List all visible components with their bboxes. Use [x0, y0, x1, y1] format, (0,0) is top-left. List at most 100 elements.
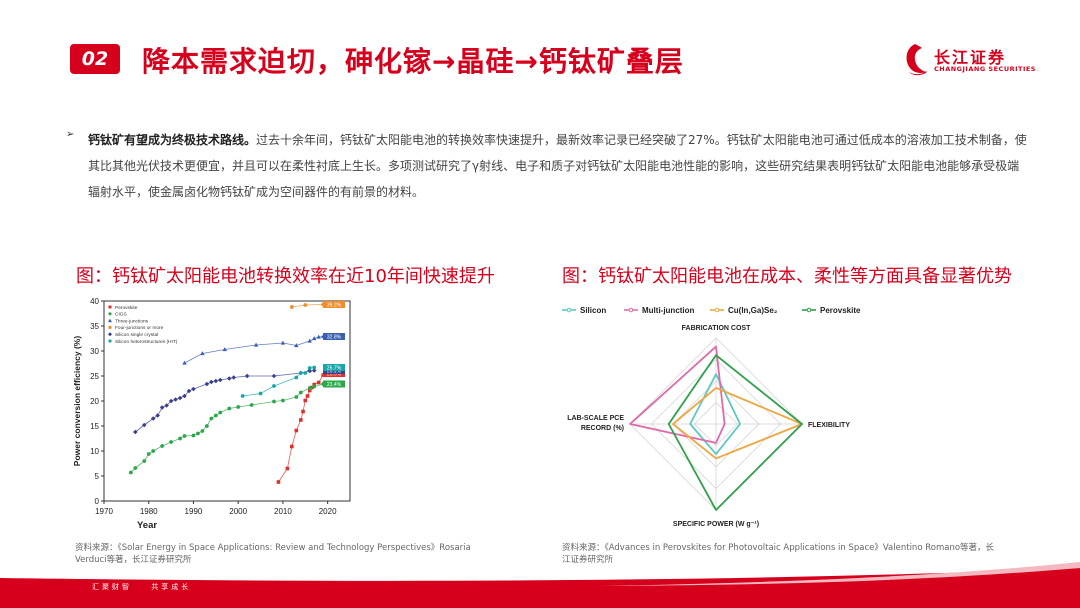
data-point	[159, 405, 165, 410]
legend-marker	[714, 307, 720, 313]
data-point	[305, 394, 310, 398]
data-point	[272, 399, 276, 404]
data-point	[281, 398, 285, 403]
data-point	[169, 440, 173, 444]
x-tick-label: 2000	[229, 507, 247, 516]
data-point	[298, 390, 303, 395]
data-point	[168, 398, 174, 404]
data-point	[142, 459, 147, 463]
footer-slogan: 汇聚财智 共享成长	[92, 582, 205, 592]
paragraph-lead: 钙钛矿有望成为终极技术路线。	[88, 133, 257, 147]
series-value-label: 39.2%	[327, 303, 342, 309]
data-point	[177, 395, 183, 401]
data-point	[298, 371, 303, 375]
legend-label: Silicon single crystal	[115, 332, 158, 338]
series-value-badge	[323, 364, 345, 371]
series-value-badge	[323, 333, 345, 340]
data-point	[285, 466, 290, 471]
data-point	[209, 379, 214, 385]
legend-marker	[566, 307, 572, 313]
data-point	[209, 416, 214, 421]
data-point	[240, 394, 245, 398]
legend-label: Multi-junction	[642, 306, 695, 315]
x-axis-label: Year	[137, 520, 157, 531]
data-point	[178, 436, 182, 441]
data-point	[191, 433, 196, 438]
series-4: 26.1%	[133, 367, 345, 435]
data-point	[289, 305, 294, 309]
series-line	[278, 373, 328, 483]
data-point	[280, 340, 286, 345]
data-point	[312, 365, 317, 370]
data-point	[312, 336, 317, 341]
data-point	[312, 382, 317, 387]
efficiency-chart-panel: 1970 1980 1990 2000 2010 2020 0 5 10 15 20 25 30 35 40…	[68, 293, 378, 533]
legend-marker	[108, 332, 112, 337]
company-logo: 长江证券 CHANGJIANG SECURITIES	[900, 42, 1036, 78]
legend-label: Four-junctions or more	[115, 325, 164, 331]
data-point	[141, 422, 147, 428]
legend-label: Perovskite	[820, 306, 861, 315]
axis-label-top: FABRICATION COST	[682, 325, 751, 332]
data-point	[160, 444, 165, 448]
series-value-label: 25.5%	[327, 372, 342, 378]
series-value-badge	[323, 380, 345, 388]
logo-emblem-icon	[906, 44, 927, 76]
y-tick-label: 40	[90, 297, 99, 306]
y-tick-label: 35	[90, 322, 99, 331]
data-point	[301, 409, 305, 414]
data-point	[222, 347, 227, 352]
axis-label-left-line2: RECORD (%)	[581, 425, 624, 432]
data-point	[253, 342, 259, 347]
radar-series-0	[689, 373, 741, 456]
logo-text-cn: 长江证券	[934, 48, 1007, 67]
axis-label-right: FLEXIBILITY	[808, 422, 850, 429]
legend-label: Perovskite	[115, 305, 138, 311]
data-point	[299, 418, 303, 422]
data-point	[290, 444, 294, 449]
data-point	[276, 480, 281, 484]
data-point	[294, 343, 299, 348]
data-point	[213, 378, 219, 384]
series-3: 39.2%	[289, 301, 345, 309]
series-line	[242, 367, 315, 397]
bullet-arrow-icon: ➢	[66, 129, 75, 140]
series-2: 32.8%	[182, 333, 345, 365]
data-point	[200, 351, 205, 356]
data-point	[272, 384, 276, 388]
data-point	[191, 386, 196, 392]
data-point	[303, 303, 308, 307]
data-point	[316, 380, 321, 385]
series-line	[130, 383, 324, 473]
legend-marker	[628, 307, 634, 313]
series-line	[135, 370, 315, 433]
y-tick-label: 20	[90, 397, 99, 406]
radar-series-2	[672, 386, 803, 460]
y-tick-label: 0	[95, 497, 100, 506]
series-value-label: 26.7%	[327, 366, 342, 372]
series-1: 23.4%	[128, 380, 345, 475]
x-tick-label: 2010	[274, 507, 292, 516]
y-tick-label: 10	[90, 447, 99, 456]
legend-marker	[108, 305, 112, 309]
x-tick-label: 2020	[319, 507, 337, 516]
series-line	[184, 336, 324, 364]
source-note-right: 资料来源：《Advances in Perovskites for Photov…	[562, 543, 995, 565]
data-point	[155, 413, 160, 418]
legend-marker	[108, 312, 112, 316]
data-point	[182, 393, 187, 399]
data-point	[151, 449, 156, 453]
data-point	[303, 398, 308, 403]
data-point	[249, 403, 254, 407]
radar-series-3	[667, 354, 803, 511]
data-point	[204, 424, 209, 428]
data-point	[236, 405, 241, 409]
footer-slogan-2: 共享成长	[151, 583, 192, 591]
data-point	[307, 388, 312, 393]
legend-marker	[108, 318, 112, 323]
efficiency-scatter-chart: 1970 1980 1990 2000 2010 2020 0 5 10 15 20 25 30 35 40…	[72, 297, 351, 531]
data-point	[213, 413, 218, 418]
data-point	[258, 391, 263, 396]
data-point	[196, 431, 200, 436]
section-number-badge: 02	[70, 44, 120, 74]
